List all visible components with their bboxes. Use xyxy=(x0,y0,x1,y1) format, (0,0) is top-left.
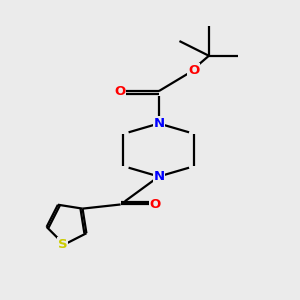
Text: O: O xyxy=(150,198,161,211)
Text: N: N xyxy=(153,170,164,183)
Text: S: S xyxy=(58,238,68,251)
Text: O: O xyxy=(188,64,199,77)
Text: O: O xyxy=(114,85,126,98)
Text: N: N xyxy=(153,117,164,130)
